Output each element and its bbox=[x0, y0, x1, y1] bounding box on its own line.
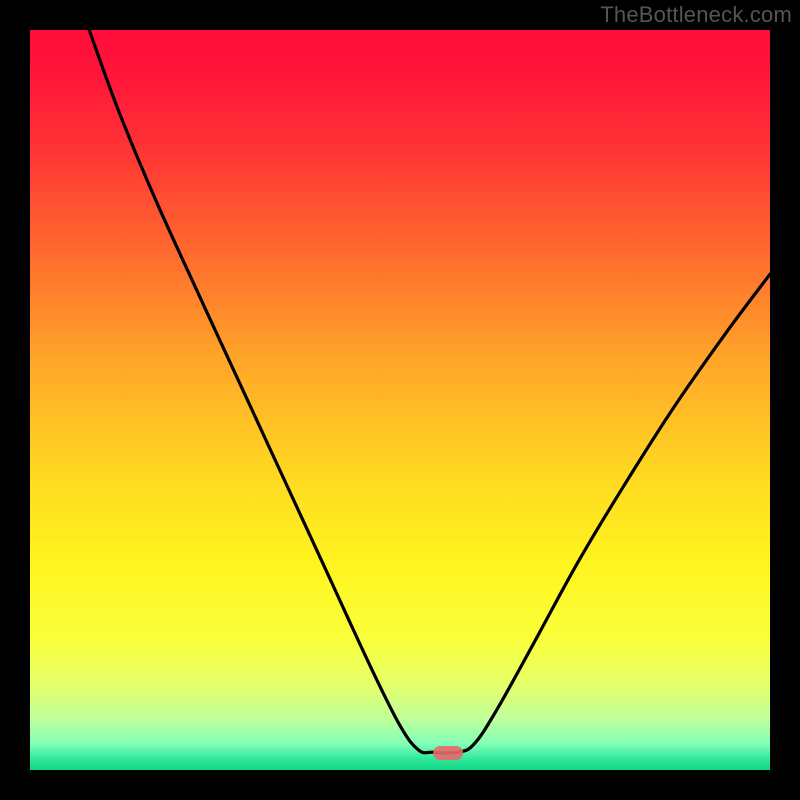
bottleneck-chart bbox=[0, 0, 800, 800]
optimum-marker bbox=[433, 746, 463, 760]
watermark-text: TheBottleneck.com bbox=[600, 2, 792, 28]
plot-background bbox=[30, 30, 770, 770]
chart-container: TheBottleneck.com bbox=[0, 0, 800, 800]
